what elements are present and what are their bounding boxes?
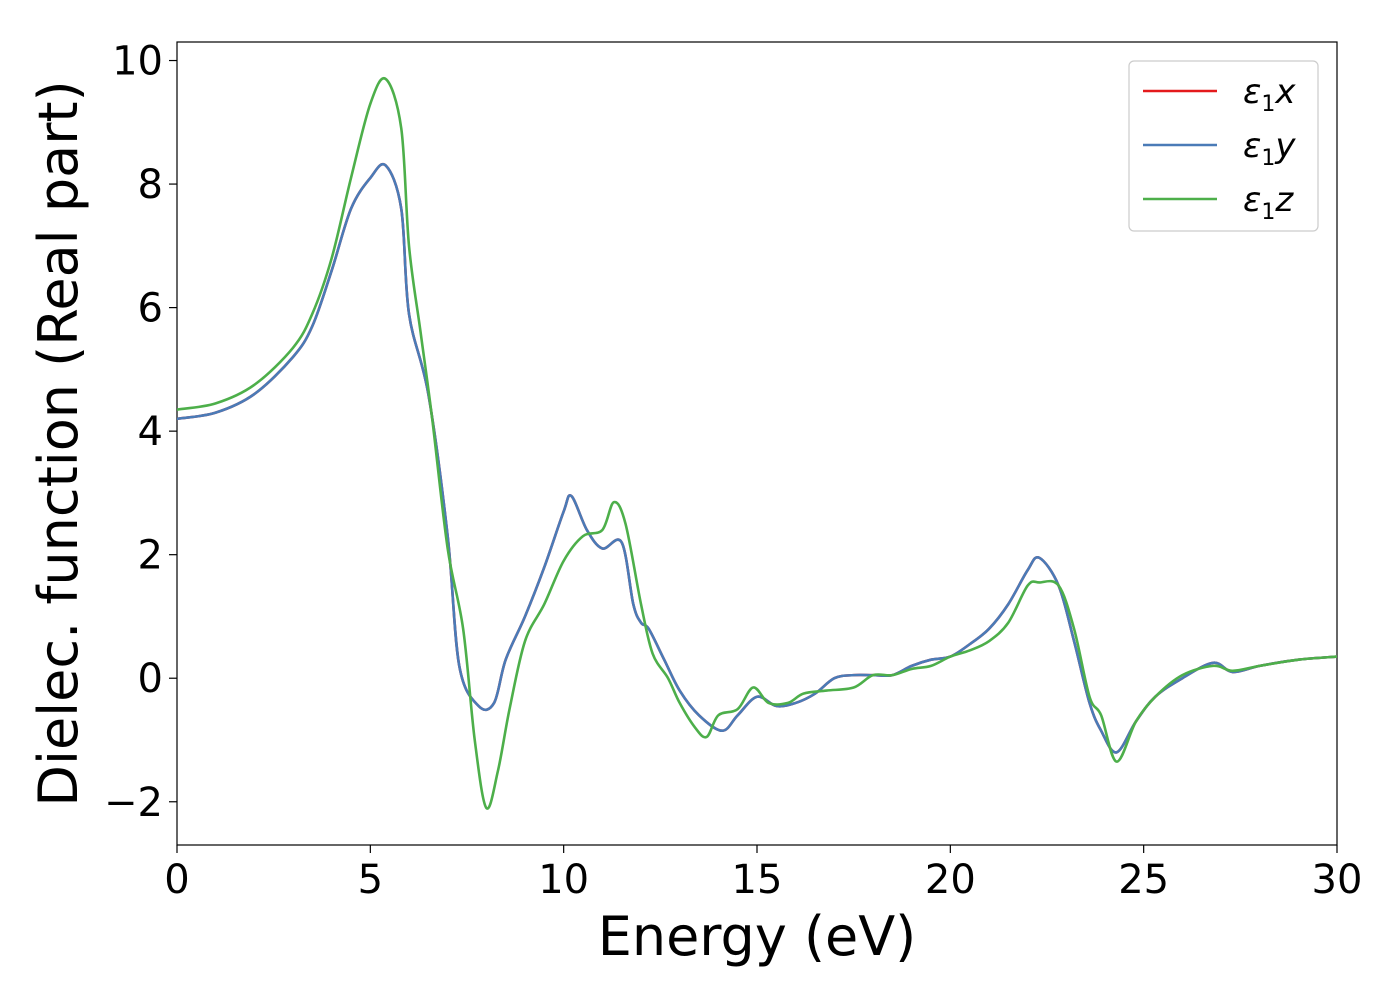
series-line-y xyxy=(177,162,1337,754)
x-tick-label: 5 xyxy=(358,857,383,903)
legend-label-z: ε1z xyxy=(1243,180,1294,225)
x-axis-ticks: 0 5 10 15 20 25 30 xyxy=(164,845,1362,903)
y-tick-label: 10 xyxy=(112,39,163,85)
x-tick-label: 25 xyxy=(1118,857,1169,903)
x-tick-label: 30 xyxy=(1312,857,1363,903)
x-tick-label: 0 xyxy=(164,857,189,903)
legend-box xyxy=(1128,60,1319,232)
series-line-z xyxy=(177,76,1337,810)
y-axis-ticks: −2 0 2 4 6 8 10 xyxy=(104,39,177,826)
y-axis-title: Dielec. function (Real part) xyxy=(27,80,90,806)
x-tick-label: 10 xyxy=(538,857,589,903)
y-tick-label: −2 xyxy=(104,780,163,826)
series-lines xyxy=(177,76,1337,810)
series-line-x xyxy=(177,162,1337,754)
legend: ε1x ε1y ε1z xyxy=(1128,60,1319,232)
y-tick-label: 4 xyxy=(138,409,163,455)
legend-label-y: ε1y xyxy=(1243,126,1296,171)
y-tick-label: 0 xyxy=(138,656,163,702)
y-tick-label: 2 xyxy=(138,533,163,579)
y-tick-label: 6 xyxy=(138,286,163,332)
x-tick-label: 20 xyxy=(925,857,976,903)
x-tick-label: 15 xyxy=(732,857,783,903)
legend-label-x: ε1x xyxy=(1243,72,1296,117)
y-tick-label: 8 xyxy=(138,162,163,208)
x-axis-title: Energy (eV) xyxy=(598,905,917,968)
